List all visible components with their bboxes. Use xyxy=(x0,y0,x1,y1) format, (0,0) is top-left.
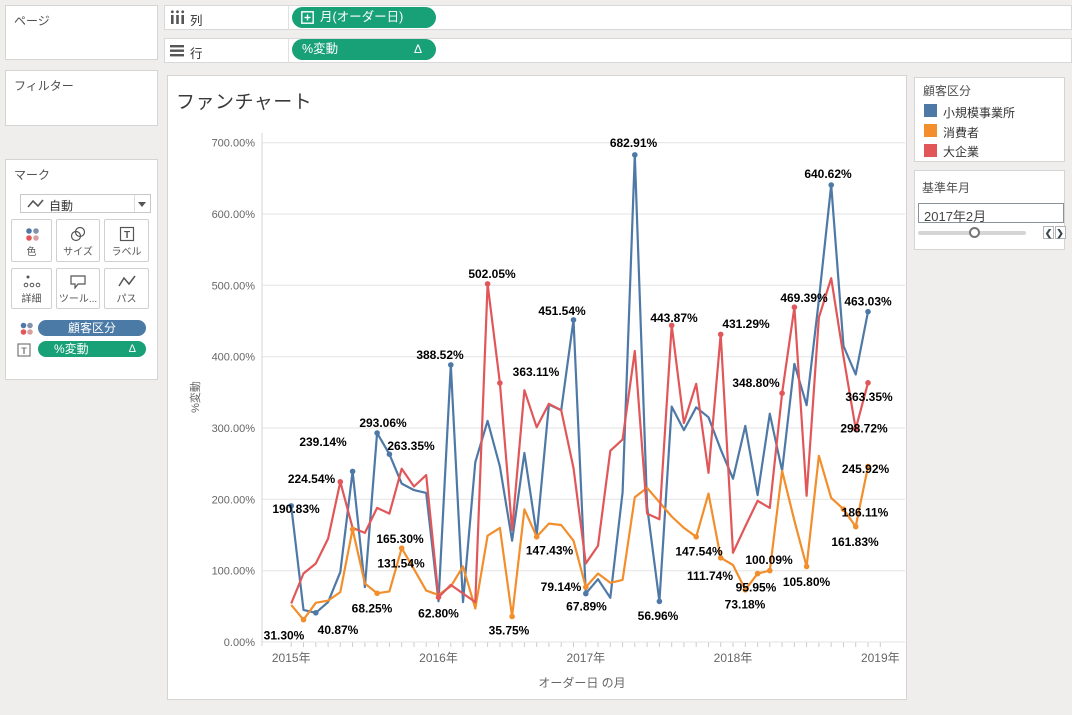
svg-text:T: T xyxy=(21,346,27,356)
svg-text:40.87%: 40.87% xyxy=(318,623,359,637)
svg-text:2018年: 2018年 xyxy=(714,651,753,665)
svg-text:79.14%: 79.14% xyxy=(541,580,582,594)
svg-text:95.95%: 95.95% xyxy=(736,581,777,595)
svg-text:67.89%: 67.89% xyxy=(566,600,607,614)
svg-text:298.72%: 298.72% xyxy=(840,422,888,436)
svg-text:35.75%: 35.75% xyxy=(489,624,530,638)
svg-text:2015年: 2015年 xyxy=(272,651,311,665)
svg-text:263.35%: 263.35% xyxy=(387,439,435,453)
svg-text:682.91%: 682.91% xyxy=(610,136,658,150)
svg-text:469.39%: 469.39% xyxy=(780,291,828,305)
svg-text:68.25%: 68.25% xyxy=(352,602,393,616)
svg-text:111.74%: 111.74% xyxy=(687,569,733,583)
svg-text:100.00%: 100.00% xyxy=(212,566,256,578)
svg-text:T: T xyxy=(123,230,129,241)
svg-text:700.00%: 700.00% xyxy=(212,138,256,150)
svg-text:463.03%: 463.03% xyxy=(844,295,892,309)
svg-text:348.80%: 348.80% xyxy=(732,376,780,390)
svg-text:443.87%: 443.87% xyxy=(650,311,698,325)
svg-text:239.14%: 239.14% xyxy=(299,435,347,449)
svg-text:363.35%: 363.35% xyxy=(845,390,893,404)
svg-text:オーダー日 の月: オーダー日 の月 xyxy=(538,675,625,690)
svg-text:400.00%: 400.00% xyxy=(212,352,256,364)
svg-text:2017年: 2017年 xyxy=(566,651,605,665)
svg-text:105.80%: 105.80% xyxy=(783,575,831,589)
svg-text:300.00%: 300.00% xyxy=(212,423,256,435)
svg-text:2016年: 2016年 xyxy=(419,651,458,665)
svg-text:100.09%: 100.09% xyxy=(745,553,793,567)
svg-text:200.00%: 200.00% xyxy=(212,494,256,506)
svg-text:451.54%: 451.54% xyxy=(538,304,586,318)
svg-text:161.83%: 161.83% xyxy=(831,535,879,549)
svg-text:147.43%: 147.43% xyxy=(526,544,574,558)
svg-text:186.11%: 186.11% xyxy=(842,506,889,520)
svg-text:431.29%: 431.29% xyxy=(722,317,770,331)
svg-text:2019年: 2019年 xyxy=(861,651,900,665)
svg-text:600.00%: 600.00% xyxy=(212,209,256,221)
svg-text:31.30%: 31.30% xyxy=(264,629,305,643)
svg-text:293.06%: 293.06% xyxy=(359,416,407,430)
svg-text:245.92%: 245.92% xyxy=(842,462,890,476)
svg-text:131.54%: 131.54% xyxy=(377,557,425,571)
svg-text:190.83%: 190.83% xyxy=(272,502,320,516)
svg-text:502.05%: 502.05% xyxy=(468,267,516,281)
svg-text:%変動: %変動 xyxy=(188,381,202,413)
svg-text:0.00%: 0.00% xyxy=(224,637,255,649)
svg-text:363.11%: 363.11% xyxy=(513,365,560,379)
svg-text:56.96%: 56.96% xyxy=(638,609,679,623)
svg-text:640.62%: 640.62% xyxy=(804,167,852,181)
svg-text:388.52%: 388.52% xyxy=(416,348,464,362)
svg-text:73.18%: 73.18% xyxy=(725,598,766,612)
svg-text:500.00%: 500.00% xyxy=(212,280,256,292)
svg-text:147.54%: 147.54% xyxy=(675,545,723,559)
svg-text:165.30%: 165.30% xyxy=(376,532,424,546)
svg-text:224.54%: 224.54% xyxy=(288,472,336,486)
svg-text:62.80%: 62.80% xyxy=(418,607,459,621)
